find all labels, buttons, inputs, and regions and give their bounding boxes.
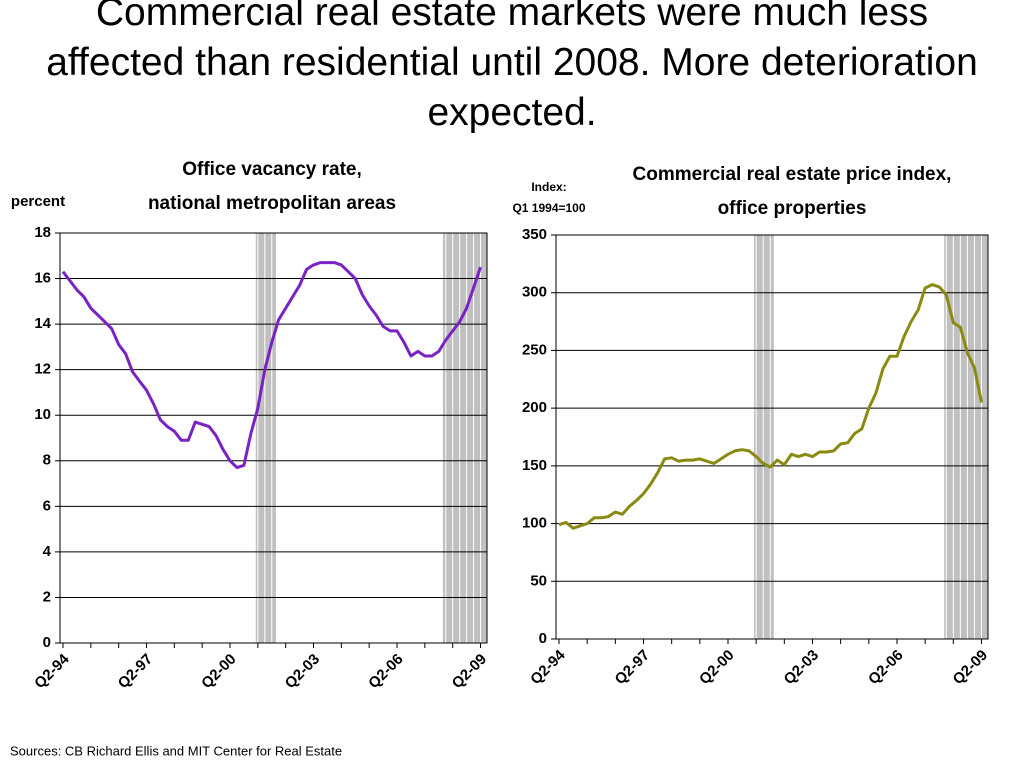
- x-tick-label: Q2-09: [449, 651, 491, 693]
- y-tick-label: 50: [530, 572, 547, 589]
- plot-frame: [59, 232, 488, 644]
- y-tick-label: 150: [522, 457, 547, 474]
- recession-shade: [754, 235, 774, 639]
- chart-title: Commercial real estate price index,: [633, 164, 952, 185]
- chart-title: office properties: [718, 198, 867, 219]
- y-tick-label: 12: [34, 361, 51, 378]
- x-tick-label: Q2-03: [282, 651, 324, 693]
- data-line: [558, 283, 983, 530]
- y-tick-label: 0: [43, 634, 51, 651]
- recession-shade: [255, 233, 276, 643]
- y-tick-label: 2: [43, 588, 51, 605]
- y-tick-label: 4: [43, 543, 52, 560]
- recession-shade: [944, 235, 988, 639]
- y-tick-label: 0: [539, 630, 547, 647]
- y-tick-label: 100: [522, 515, 547, 532]
- y-tick-label: 14: [34, 315, 51, 332]
- recession-shade: [442, 233, 487, 643]
- source-note: Sources: CB Richard Ellis and MIT Center…: [10, 743, 342, 758]
- plot-frame: [555, 234, 989, 640]
- chart-title: national metropolitan areas: [148, 193, 396, 214]
- x-tick-label: Q2-97: [115, 651, 157, 693]
- x-tick-label: Q2-00: [198, 651, 240, 693]
- x-tick-label: Q2-94: [527, 646, 569, 688]
- y-tick-label: 8: [43, 452, 51, 469]
- slide-title: Commercial real estate markets were much…: [46, 0, 978, 134]
- y-axis-label: percent: [11, 193, 65, 210]
- y-tick-label: 16: [34, 270, 51, 287]
- y-tick-label: 6: [43, 497, 51, 514]
- y-tick-label: 200: [522, 399, 547, 416]
- y-tick-label: 300: [522, 284, 547, 301]
- y-tick-label: 350: [522, 226, 547, 243]
- x-tick-label: Q2-97: [612, 647, 654, 689]
- data-line: [61, 261, 482, 470]
- y-axis-label: Q1 1994=100: [512, 201, 585, 215]
- chart-title: Office vacancy rate,: [182, 159, 362, 180]
- x-tick-label: Q2-03: [781, 647, 823, 689]
- x-tick-label: Q2-06: [365, 651, 407, 693]
- x-tick-label: Q2-06: [865, 647, 907, 689]
- y-tick-label: 10: [34, 406, 51, 423]
- x-tick-label: Q2-09: [950, 647, 992, 689]
- x-tick-label: Q2-94: [31, 650, 73, 692]
- x-tick-label: Q2-00: [696, 647, 738, 689]
- y-tick-label: 250: [522, 341, 547, 358]
- y-tick-label: 18: [34, 224, 51, 241]
- y-axis-label: Index:: [531, 180, 566, 194]
